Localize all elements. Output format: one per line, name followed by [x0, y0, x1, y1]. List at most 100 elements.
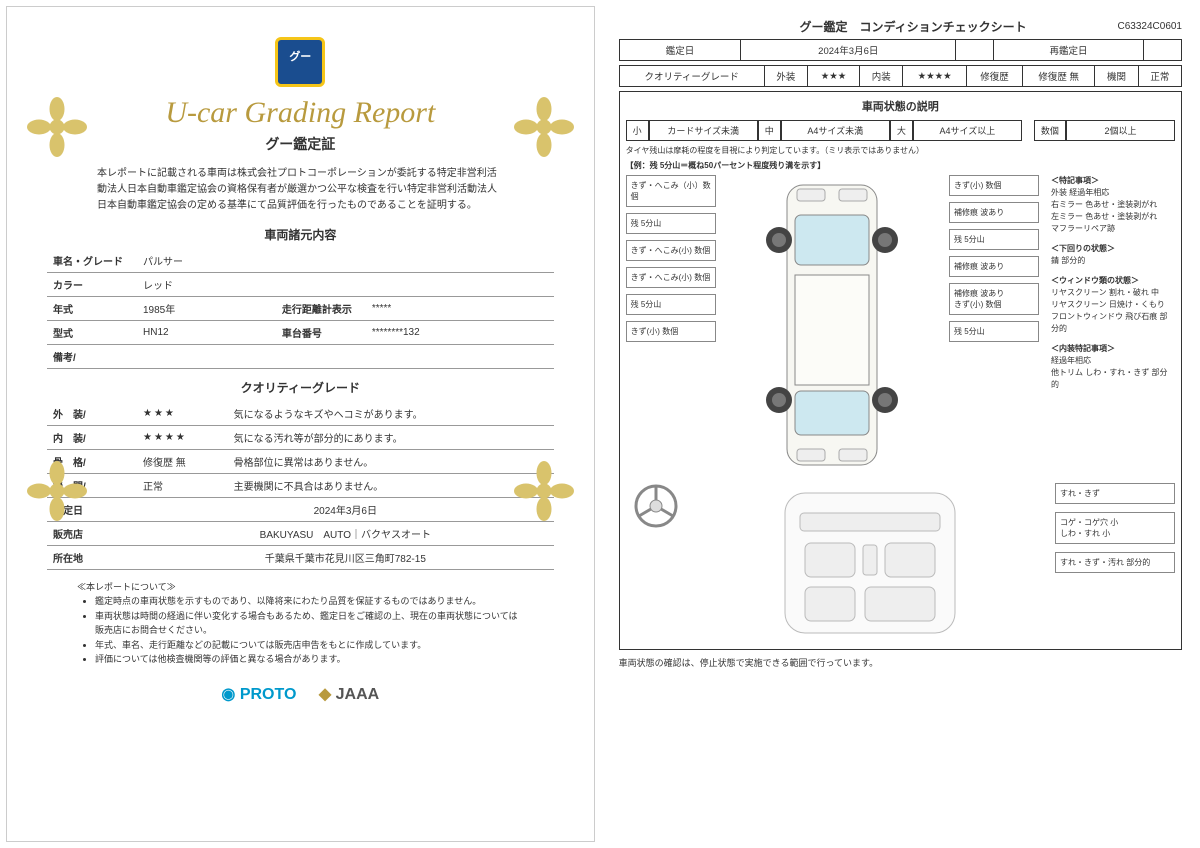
q-ext-stars: ★★★ — [137, 402, 228, 426]
logo-row: ◉ PROTO JAAA — [47, 684, 554, 704]
spec-odo: ***** — [366, 297, 554, 321]
grade-row: クオリティーグレード 外装 ★★★ 内装 ★★★★ 修復歴 修復歴 無 機関 正… — [619, 65, 1182, 87]
spec-vin: ********132 — [366, 321, 554, 345]
interior-label: すれ・きず・汚れ 部分的 — [1055, 552, 1175, 573]
spec-color-label: カラー — [47, 273, 137, 297]
remarks-h3: ＜ウィンドウ類の状態＞ — [1051, 275, 1175, 287]
spec-table: 車名・グレードパルサー カラーレッド 年式1985年走行距離計表示***** 型… — [47, 249, 554, 369]
left-damage-labels: きず・へこみ（小）数個 残 5分山 きず・へこみ(小) 数個 きず・へこみ(小)… — [626, 175, 716, 475]
cell — [956, 40, 994, 61]
goo-badge-icon — [47, 37, 554, 90]
car-top-view-icon — [722, 175, 943, 475]
sheet-title: グー鑑定 コンディションチェックシート — [709, 18, 1118, 35]
spec-header: 車両諸元内容 — [47, 226, 554, 243]
q-engine-txt: 主要機関に不具合はありません。 — [228, 474, 554, 498]
q-addr-label: 所在地 — [47, 546, 137, 570]
q-int-stars: ★★★★ — [137, 426, 228, 450]
size-cnt-txt: 2個以上 — [1066, 120, 1175, 141]
report-subtitle: グー鑑定証 — [47, 134, 554, 154]
damage-label: 残 5分山 — [626, 294, 716, 315]
size-l-txt: A4サイズ以上 — [913, 120, 1022, 141]
remarks-h1: ＜特記事項＞ — [1051, 175, 1175, 187]
size-l: 大 — [890, 120, 913, 141]
cell: 修復歴 — [966, 66, 1022, 87]
footer-note: 車両状態の確認は、停止状態で実施できる範囲で行っています。 — [619, 656, 1182, 669]
cell: 鑑定日 — [619, 40, 741, 61]
remarks-b1: 外装 経過年相応 右ミラー 色あせ・塗装剥がれ 左ミラー 色あせ・塗装剥がれ マ… — [1051, 187, 1175, 235]
damage-label: きず・へこみ(小) 数個 — [626, 267, 716, 288]
spec-name: パルサー — [137, 249, 554, 273]
cell: 2024年3月6日 — [741, 40, 956, 61]
spec-odo-label: 走行距離計表示 — [276, 297, 366, 321]
car-interior-icon — [692, 483, 1049, 643]
flower-ornament-icon — [514, 461, 574, 521]
remarks-b2: 錆 部分的 — [1051, 255, 1175, 267]
explain-title: 車両状態の説明 — [626, 98, 1175, 114]
cell: 正常 — [1138, 66, 1181, 87]
q-int-txt: 気になる汚れ等が部分的にあります。 — [228, 426, 554, 450]
explain-box: 車両状態の説明 小 カードサイズ未満 中 A4サイズ未満 大 A4サイズ以上 数… — [619, 91, 1182, 650]
q-frame-val: 修復歴 無 — [137, 450, 228, 474]
size-s-txt: カードサイズ未満 — [649, 120, 758, 141]
damage-label: きず(小) 数個 — [626, 321, 716, 342]
note-item: 車両状態は時間の経過に伴い変化する場合もあるため、鑑定日をご確認の上、現在の車両… — [95, 609, 524, 638]
size-s: 小 — [626, 120, 649, 141]
spec-remarks-label: 備考/ — [47, 345, 554, 369]
note-item: 年式、車名、走行距離などの記載については販売店申告をもとに作成しています。 — [95, 638, 524, 652]
cell: 内装 — [860, 66, 903, 87]
flower-ornament-icon — [514, 97, 574, 157]
damage-label: 補修痕 波あり — [949, 256, 1039, 277]
damage-label: 補修痕 波あり きず(小) 数個 — [949, 283, 1039, 315]
damage-label: 残 5分山 — [949, 321, 1039, 342]
damage-label: きず・へこみ(小) 数個 — [626, 240, 716, 261]
spec-year: 1985年 — [137, 297, 276, 321]
remarks-h4: ＜内装特記事項＞ — [1051, 343, 1175, 355]
remarks-column: ＜特記事項＞ 外装 経過年相応 右ミラー 色あせ・塗装剥がれ 左ミラー 色あせ・… — [1045, 175, 1175, 475]
spec-color: レッド — [137, 273, 554, 297]
q-ext-txt: 気になるようなキズやヘコミがあります。 — [228, 402, 554, 426]
quality-header: クオリティーグレード — [47, 379, 554, 396]
proto-logo-text: PROTO — [240, 686, 297, 703]
damage-label: 残 5分山 — [949, 229, 1039, 250]
cell: 修復歴 無 — [1022, 66, 1094, 87]
q-date: 2024年3月6日 — [137, 498, 554, 522]
interior-label: コゲ・コゲ穴 小 しわ・すれ 小 — [1055, 512, 1175, 544]
cell: 外装 — [764, 66, 807, 87]
note-item: 鑑定時点の車両状態を示すものであり、以降将来にわたり品質を保証するものではありま… — [95, 594, 524, 608]
cell: 機関 — [1095, 66, 1138, 87]
right-damage-labels: きず(小) 数個 補修痕 波あり 残 5分山 補修痕 波あり 補修痕 波あり き… — [949, 175, 1039, 475]
q-frame-txt: 骨格部位に異常はありません。 — [228, 450, 554, 474]
spec-model: HN12 — [137, 321, 276, 345]
tire-note-1: タイヤ残山は摩耗の程度を目視により判定しています。（ミリ表示ではありません） — [626, 145, 1175, 156]
remarks-h2: ＜下回りの状態＞ — [1051, 243, 1175, 255]
interior-labels: すれ・きず コゲ・コゲ穴 小 しわ・すれ 小 すれ・きず・汚れ 部分的 — [1055, 483, 1175, 573]
size-cnt: 数個 — [1034, 120, 1066, 141]
flower-ornament-icon — [27, 461, 87, 521]
grading-report-panel: U-car Grading Report グー鑑定証 本レポートに記載される車両… — [6, 6, 595, 842]
tire-note-2: 【例：残 5分山＝概ね50パーセント程度残り溝を示す】 — [626, 160, 1175, 171]
intro-text: 本レポートに記載される車両は株式会社プロトコーポレーションが委託する特定非営利活… — [47, 166, 554, 214]
condition-sheet-panel: グー鑑定 コンディションチェックシート C63324C0601 鑑定日2024年… — [607, 6, 1194, 842]
cell: ★★★ — [808, 66, 860, 87]
q-addr: 千葉県千葉市花見川区三角町782-15 — [137, 546, 554, 570]
q-dealer: BAKUYASU AUTO｜バクヤスオート — [137, 522, 554, 546]
size-m: 中 — [758, 120, 781, 141]
q-ext-label: 外 装/ — [47, 402, 137, 426]
spec-year-label: 年式 — [47, 297, 137, 321]
cell: 再鑑定日 — [994, 40, 1144, 61]
top-diagram-area: きず・へこみ（小）数個 残 5分山 きず・へこみ(小) 数個 きず・へこみ(小)… — [626, 175, 1175, 475]
sheet-code: C63324C0601 — [1118, 21, 1183, 32]
cell: ★★★★ — [903, 66, 967, 87]
q-dealer-label: 販売店 — [47, 522, 137, 546]
damage-label: 補修痕 波あり — [949, 202, 1039, 223]
cell — [1143, 40, 1181, 61]
damage-label: きず(小) 数個 — [949, 175, 1039, 196]
size-m-txt: A4サイズ未満 — [781, 120, 890, 141]
spec-model-label: 型式 — [47, 321, 137, 345]
q-engine-val: 正常 — [137, 474, 228, 498]
report-title: U-car Grading Report — [47, 96, 554, 130]
damage-label: 残 5分山 — [626, 213, 716, 234]
q-int-label: 内 装/ — [47, 426, 137, 450]
proto-logo-icon: ◉ PROTO — [221, 686, 296, 703]
cell: クオリティーグレード — [619, 66, 764, 87]
